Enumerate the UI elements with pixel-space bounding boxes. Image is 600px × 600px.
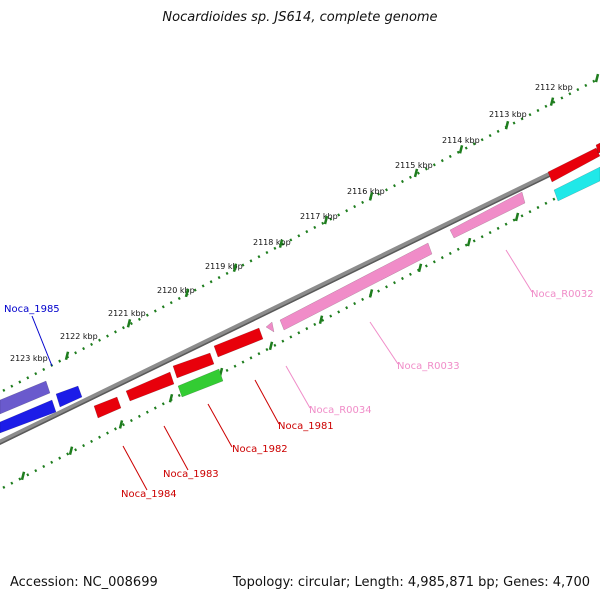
label-leader-line [254,379,280,425]
outer-major-tick [413,168,419,178]
cds-arrow [595,142,600,154]
inner-major-tick [514,212,520,222]
map-title: Nocardioides sp. JS614, complete genome [162,10,438,25]
outer-major-tick [64,351,70,361]
outer-major-tick [232,263,238,273]
pseudo-arrow [177,368,224,398]
inner-major-tick [368,289,374,298]
tick-label: 2116 kbp [347,187,385,196]
tick-label: 2117 kbp [300,212,338,221]
outer-major-tick [458,145,464,154]
gene-label: Noca_R0034 [309,405,372,416]
gene-label: Noca_1985 [4,304,60,315]
cds-arrow [125,371,175,402]
gene-label: Noca_1984 [121,489,177,500]
cds-arrow [0,380,51,415]
tick-label: 2112 kbp [535,83,573,92]
tick-label: 2123 kbp [10,354,48,363]
outer-major-tick [323,215,329,225]
outer-major-tick [594,73,600,83]
tick-label: 2118 kbp [253,238,291,247]
inner-major-tick [466,237,472,247]
label-leader-line [207,403,233,448]
gene-label: Noca_R0033 [397,361,460,372]
cds-arrow [93,396,122,419]
gene-label: Noca_R0032 [531,289,594,300]
label-leader-line [369,321,399,365]
cds-arrow [213,327,264,358]
label-leader-line [505,249,533,293]
outer-major-tick [368,192,374,201]
cds-arrow [172,352,215,379]
rrna-arrow [449,191,526,239]
gene-label: Noca_1983 [163,469,219,480]
tick-label: 2122 kbp [60,332,98,341]
inner-major-tick [417,263,423,273]
inner-major-tick [318,315,324,324]
tick-label: 2120 kbp [157,286,195,295]
outer-major-tick [184,288,190,298]
label-leader-line [163,425,189,471]
tick-label: 2119 kbp [205,262,243,271]
genome-backbone-shadow [0,150,600,445]
tick-label: 2121 kbp [108,309,146,318]
trna-arrow [553,166,600,202]
cds-arrow [55,385,83,408]
inner-major-tick [68,446,74,455]
rrna-arrow [265,321,275,333]
inner-major-tick [118,420,124,429]
inner-major-tick [168,393,174,403]
cds-arrow [547,147,600,183]
gene-label: Noca_1981 [278,421,334,432]
tick-label: 2114 kbp [442,136,480,145]
outer-major-tick [549,97,555,106]
genome-summary: Topology: circular; Length: 4,985,871 bp… [232,575,590,590]
inner-major-tick [268,341,274,351]
gene-label: Noca_1982 [232,444,288,455]
inner-major-tick [20,471,26,481]
label-leader-line [31,315,53,367]
label-leader-line [285,365,311,409]
accession-label: Accession: NC_008699 [10,575,158,590]
outer-tick-track [0,76,600,394]
cds-arrow [0,399,57,434]
tick-label: 2115 kbp [395,161,433,170]
genome-backbone [0,146,600,445]
tick-label: 2113 kbp [489,110,527,119]
rrna-arrow [279,242,433,331]
outer-major-tick [126,318,132,328]
label-leader-line [122,445,148,491]
outer-major-tick [278,239,284,248]
outer-major-tick [504,120,510,130]
